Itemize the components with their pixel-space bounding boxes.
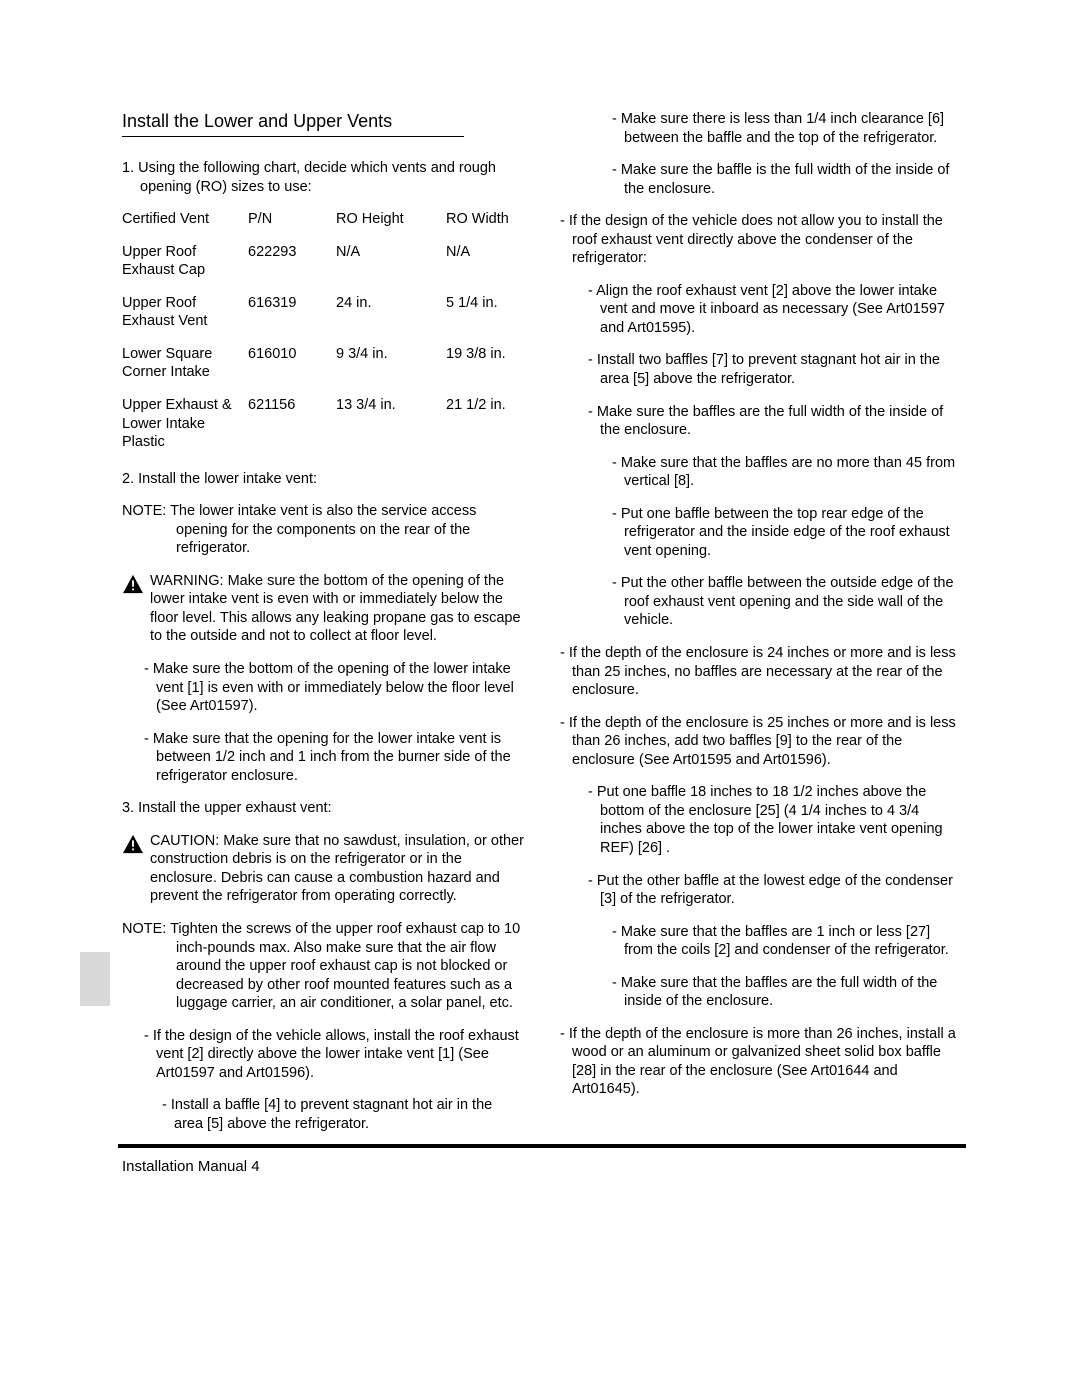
th-cert-vent: Certified Vent xyxy=(122,210,248,229)
table-row: Upper Roof Exhaust Cap 622293 N/A N/A xyxy=(122,243,524,280)
note-2: NOTE: Tighten the screws of the upper ro… xyxy=(122,920,524,1013)
table-row: Upper Roof Exhaust Vent 616319 24 in. 5 … xyxy=(122,294,524,331)
caution-block: CAUTION: Make sure that no sawdust, insu… xyxy=(122,832,524,906)
step-2: 2. Install the lower intake vent: xyxy=(122,470,524,489)
th-pn: P/N xyxy=(248,210,336,229)
bullet: Put the other baffle at the lowest edge … xyxy=(560,872,962,909)
warning-block: WARNING: Make sure the bottom of the ope… xyxy=(122,572,524,646)
note-1: NOTE: The lower intake vent is also the … xyxy=(122,502,524,558)
bullet: If the depth of the enclosure is more th… xyxy=(560,1025,962,1099)
caution-text: CAUTION: Make sure that no sawdust, insu… xyxy=(150,832,524,906)
vent-table: Certified Vent P/N RO Height RO Width Up… xyxy=(122,210,524,451)
page-content: Install the Lower and Upper Vents 1. Usi… xyxy=(122,110,962,1147)
step-1: 1. Using the following chart, decide whi… xyxy=(122,159,524,196)
section-title: Install the Lower and Upper Vents xyxy=(122,110,464,137)
bullet: Make sure that the opening for the lower… xyxy=(122,730,524,786)
bullet: Make sure there is less than 1/4 inch cl… xyxy=(560,110,962,147)
bullet: If the depth of the enclosure is 24 inch… xyxy=(560,644,962,700)
footer-rule xyxy=(118,1144,966,1148)
warning-icon xyxy=(122,572,150,646)
footer-text: Installation Manual 4 xyxy=(122,1158,260,1175)
bullet: If the design of the vehicle does not al… xyxy=(560,212,962,268)
th-ro-width: RO Width xyxy=(446,210,524,229)
bullet: Make sure that the baffles are 1 inch or… xyxy=(560,923,962,960)
table-row: Upper Exhaust & Lower Intake Plastic 621… xyxy=(122,396,524,452)
bullet: Put the other baffle between the outside… xyxy=(560,574,962,630)
bullet: If the design of the vehicle allows, ins… xyxy=(122,1027,524,1083)
warning-text: WARNING: Make sure the bottom of the ope… xyxy=(150,572,524,646)
side-tab xyxy=(80,952,110,1006)
bullet: Make sure that the baffles are no more t… xyxy=(560,454,962,491)
bullet: Make sure the baffle is the full width o… xyxy=(560,161,962,198)
table-row: Lower Square Corner Intake 616010 9 3/4 … xyxy=(122,345,524,382)
table-header: Certified Vent P/N RO Height RO Width xyxy=(122,210,524,229)
caution-icon xyxy=(122,832,150,906)
bullet: Install a baffle [4] to prevent stagnant… xyxy=(122,1096,524,1133)
right-column: Make sure there is less than 1/4 inch cl… xyxy=(560,110,962,1147)
bullet: Make sure that the baffles are the full … xyxy=(560,974,962,1011)
left-column: Install the Lower and Upper Vents 1. Usi… xyxy=(122,110,524,1147)
bullet: Make sure the baffles are the full width… xyxy=(560,403,962,440)
bullet: Install two baffles [7] to prevent stagn… xyxy=(560,351,962,388)
bullet: Make sure the bottom of the opening of t… xyxy=(122,660,524,716)
bullet: Align the roof exhaust vent [2] above th… xyxy=(560,282,962,338)
bullet: Put one baffle 18 inches to 18 1/2 inche… xyxy=(560,783,962,857)
bullet: Put one baffle between the top rear edge… xyxy=(560,505,962,561)
th-ro-height: RO Height xyxy=(336,210,446,229)
step-3: 3. Install the upper exhaust vent: xyxy=(122,799,524,818)
bullet: If the depth of the enclosure is 25 inch… xyxy=(560,714,962,770)
